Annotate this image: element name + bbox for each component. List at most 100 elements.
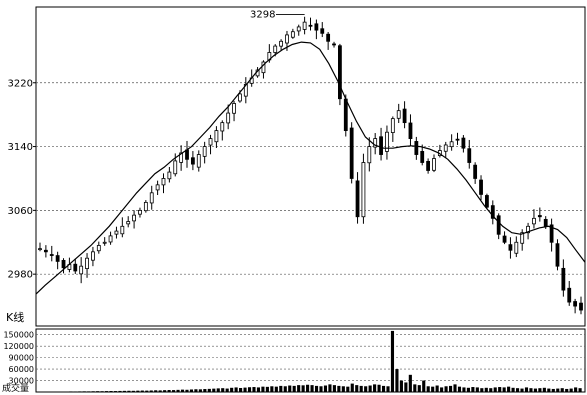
volume-bar: [498, 387, 502, 392]
volume-bar: [243, 387, 247, 392]
volume-bar: [440, 387, 444, 392]
volume-bar: [542, 387, 546, 392]
volume-bars: [38, 330, 582, 393]
price-bar-body: [238, 93, 242, 102]
volume-bar: [413, 384, 417, 392]
volume-bar: [493, 387, 497, 392]
volume-tick-label: 60000: [9, 365, 34, 374]
moving-average-line: [35, 41, 586, 295]
volume-bar: [484, 387, 488, 392]
volume-bar: [136, 390, 140, 392]
price-bar-body: [85, 257, 89, 270]
price-bar-body: [490, 205, 495, 219]
price-bar-body: [514, 241, 519, 254]
price-bar-body: [573, 301, 578, 307]
volume-bar: [524, 387, 529, 392]
volume-bar: [399, 380, 403, 392]
volume-bar: [274, 386, 278, 392]
price-bar-body: [185, 149, 189, 160]
price-series-marks: [38, 16, 583, 315]
volume-bar: [533, 388, 537, 392]
price-bar-body: [361, 162, 366, 218]
volume-tick-label: 120000: [3, 342, 34, 351]
price-bar-body: [132, 214, 136, 222]
volume-bar: [507, 386, 511, 392]
price-bar-body: [332, 43, 336, 46]
price-bar-body: [108, 235, 113, 243]
volume-bar: [100, 391, 104, 392]
volume-bar: [288, 385, 292, 392]
volume-bar: [69, 391, 73, 392]
volume-bar: [328, 384, 332, 392]
volume-tick-label: 150000: [3, 331, 34, 340]
price-bar-body: [355, 180, 360, 218]
volume-bar: [247, 387, 252, 392]
price-bar-body: [455, 138, 460, 141]
price-bar-body: [49, 254, 54, 256]
volume-bar: [448, 385, 453, 392]
volume-bar: [256, 387, 261, 392]
price-bar-body: [79, 265, 84, 275]
price-bar-body: [232, 103, 236, 114]
volume-bar: [323, 385, 328, 392]
volume-bar: [198, 389, 202, 392]
price-bar-body: [426, 160, 431, 171]
volume-bar: [234, 387, 238, 392]
volume-bar: [42, 391, 46, 393]
price-bar-body: [220, 122, 225, 132]
price-bar-body: [385, 131, 389, 152]
volume-bar: [341, 386, 345, 392]
price-bar-body: [373, 138, 378, 148]
price-bar-body: [196, 154, 201, 168]
price-bar-body: [408, 122, 413, 139]
price-bar-body: [208, 138, 213, 146]
volume-panel-label: 成交量: [2, 382, 29, 394]
price-bar-body: [555, 243, 560, 267]
volume-tick-label: 30000: [9, 377, 34, 386]
peak-label: 3298: [250, 10, 275, 21]
volume-plot-frame: [35, 328, 586, 393]
price-bar-body: [302, 21, 307, 30]
volume-gridlines: [36, 334, 585, 381]
volume-bar: [556, 388, 560, 392]
volume-bar: [122, 390, 127, 392]
volume-bar: [180, 389, 185, 392]
price-bar-body: [502, 235, 507, 243]
price-bar-body: [202, 146, 207, 157]
volume-bar: [60, 391, 64, 393]
volume-bar: [96, 391, 100, 392]
price-bar-body: [73, 263, 78, 272]
volume-bar: [167, 390, 171, 392]
volume-bar: [444, 386, 448, 392]
price-bar-body: [496, 215, 501, 235]
price-bar-body: [214, 130, 219, 143]
price-bar-body: [532, 217, 536, 225]
volume-bar: [216, 388, 220, 392]
price-bar-body: [367, 146, 372, 164]
volume-bar: [538, 388, 542, 392]
price-bar-body: [55, 255, 60, 262]
price-bar-body: [120, 225, 125, 235]
volume-bar: [457, 386, 462, 392]
volume-bar: [140, 390, 144, 392]
volume-bar: [359, 385, 363, 392]
price-bar-body: [91, 251, 95, 261]
price-bar-body: [114, 230, 119, 235]
price-bar-body: [179, 152, 184, 163]
volume-bar: [560, 388, 564, 392]
volume-bar: [569, 388, 573, 392]
volume-bar: [185, 389, 189, 392]
volume-bar: [471, 387, 475, 392]
price-axis-ticks: 2980 3060 3140 3220: [8, 78, 36, 281]
volume-bar: [127, 390, 131, 392]
price-bar-body: [414, 141, 419, 155]
volume-bar: [109, 391, 113, 392]
price-bar-body: [443, 144, 448, 152]
price-tick-label: 3060: [8, 206, 33, 217]
volume-bar: [87, 391, 91, 392]
volume-bar: [158, 390, 162, 392]
volume-bar: [426, 386, 430, 392]
volume-bar: [38, 391, 42, 393]
volume-bar: [529, 388, 533, 392]
